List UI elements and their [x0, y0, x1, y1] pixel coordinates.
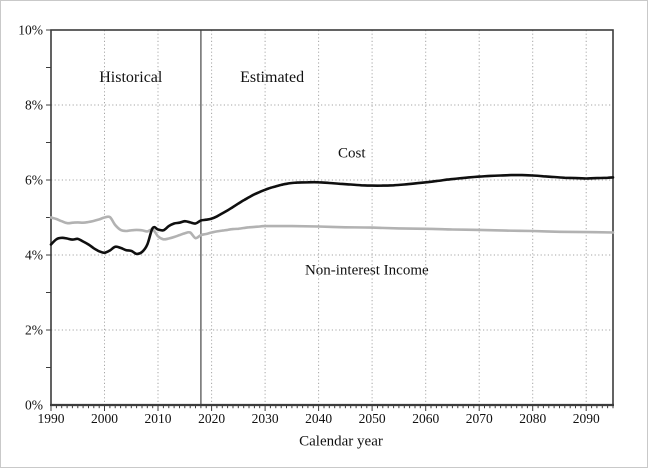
x-tick-label: 1990 — [38, 411, 65, 426]
x-tick-label: 2090 — [573, 411, 600, 426]
series-line-cost — [49, 173, 615, 256]
annotation-historical: Historical — [99, 69, 163, 86]
x-tick-label: 2030 — [252, 411, 279, 426]
y-tick-label: 0% — [25, 398, 43, 413]
series-line-non-interest-income — [49, 215, 615, 241]
x-tick-label: 2010 — [145, 411, 172, 426]
x-axis-title: Calendar year — [299, 433, 383, 450]
y-tick-label: 6% — [25, 173, 43, 188]
y-tick-label: 4% — [25, 248, 43, 263]
x-tick-label: 2040 — [305, 411, 332, 426]
y-tick-label: 8% — [25, 98, 43, 113]
x-tick-label: 2080 — [519, 411, 546, 426]
x-tick-label: 2020 — [198, 411, 225, 426]
x-tick-label: 2070 — [466, 411, 493, 426]
y-tick-label: 10% — [18, 23, 43, 38]
annotation-estimated: Estimated — [240, 69, 305, 86]
y-tick-label: 2% — [25, 323, 43, 338]
annotation-income-series-label: Non-interest Income — [304, 262, 429, 279]
x-tick-label: 2060 — [412, 411, 439, 426]
plot-frame — [50, 29, 614, 406]
x-tick-label: 2050 — [359, 411, 386, 426]
annotation-cost-series-label: Cost — [338, 145, 366, 162]
x-tick-label: 2000 — [91, 411, 118, 426]
